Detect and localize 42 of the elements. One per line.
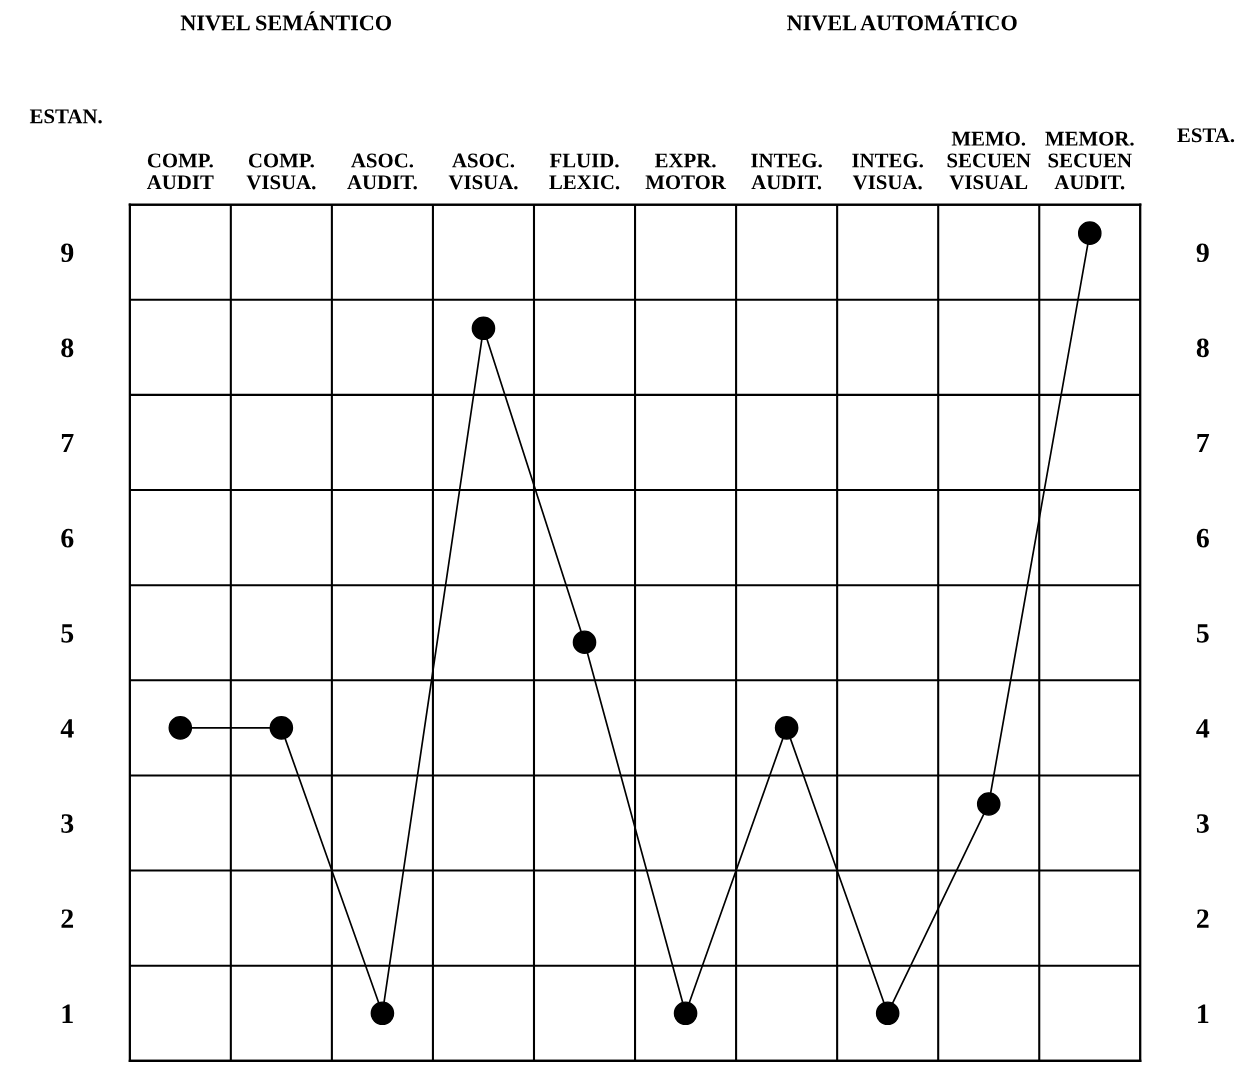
y-tick-label: 4 (60, 719, 74, 738)
y2-tick-label: 7 (1197, 433, 1210, 453)
y2-tick-label: 3 (1196, 814, 1209, 833)
y-tick-label: 5 (61, 624, 74, 643)
y-axis-title: ESTAN. (29, 109, 102, 124)
x-tick-label: MEMOR. SECUEN AUDIT. (1045, 131, 1134, 190)
point (471, 316, 496, 341)
point (168, 716, 193, 740)
y-tick-label: 9 (61, 243, 74, 263)
point (269, 716, 294, 740)
text: NIVEL SEMÁNTICO (180, 11, 391, 31)
x-tick-label: ASOC. AUDIT. (347, 153, 417, 190)
x-tick-label: MEMO. SECUEN VISUAL (947, 131, 1031, 190)
y2-axis-title: ESTA. (1177, 128, 1235, 143)
x-tick-label: COMP. VISUA. (246, 153, 316, 190)
y-tick-label: 3 (61, 814, 74, 833)
y2-tick-label: 1 (1198, 1004, 1209, 1023)
x-tick-label: INTEG. AUDIT. (751, 153, 822, 190)
point (673, 1001, 698, 1026)
x-tick-label: EXPR. MOTOR (645, 153, 727, 190)
x-tick-label: FLUID. LEXIC. (549, 153, 620, 190)
point (572, 630, 597, 655)
x-tick-label: INTEG. VISUA. (852, 153, 923, 190)
y-tick-label: 7 (61, 433, 74, 453)
text: NIVEL AUTOMÁTICO (787, 11, 1017, 31)
y-tick-label: 8 (61, 338, 74, 358)
y2-tick-label: 2 (1197, 909, 1209, 928)
y2-tick-label: 5 (1196, 624, 1209, 643)
x-tick-label: ASOC. VISUA. (448, 153, 518, 190)
y2-tick-label: 8 (1196, 338, 1209, 358)
point (976, 792, 1001, 816)
x-tick-label: COMP. AUDIT (146, 153, 214, 190)
y2-tick-label: 9 (1196, 243, 1209, 263)
y-tick-label: 6 (61, 528, 74, 548)
point (370, 1001, 395, 1026)
y-tick-label: 1 (62, 1004, 73, 1023)
y2-tick-label: 4 (1196, 719, 1210, 738)
y-tick-label: 2 (61, 909, 74, 928)
y2-tick-label: 6 (1196, 528, 1209, 548)
point (1077, 221, 1102, 245)
point (774, 716, 799, 740)
point (875, 1001, 900, 1026)
